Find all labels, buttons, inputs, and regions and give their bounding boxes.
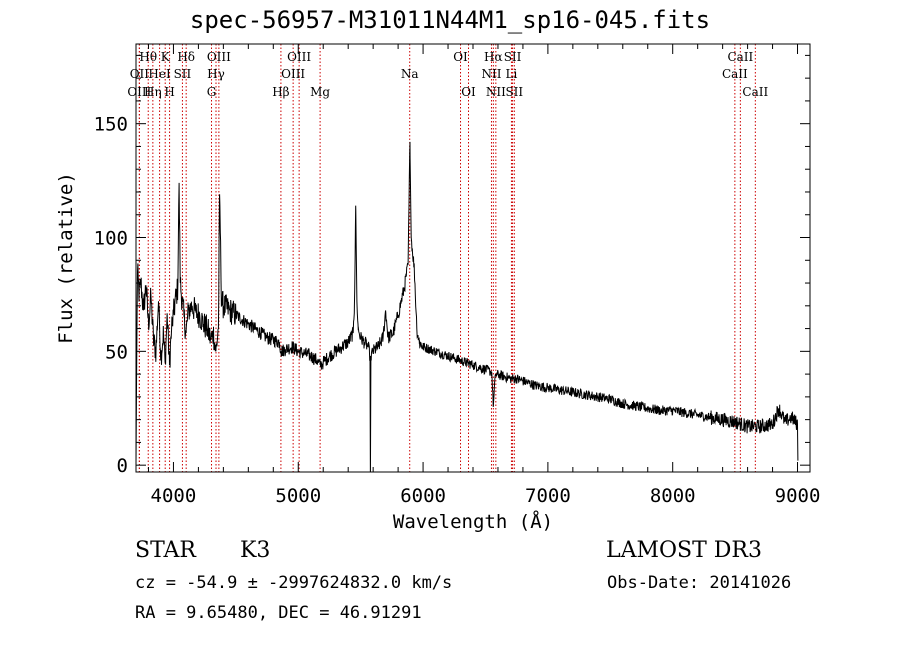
y-tick-label: 100 bbox=[94, 228, 128, 250]
spectral-line-label: G bbox=[207, 85, 217, 99]
spectral-line-label: OIII bbox=[127, 85, 151, 99]
x-tick-label: 4000 bbox=[151, 485, 197, 507]
y-tick-label: 150 bbox=[94, 114, 128, 136]
spectral-line-label: Hθ bbox=[139, 50, 157, 64]
spectral-line-label: OIII bbox=[207, 50, 231, 64]
spectral-line-label: OI bbox=[461, 85, 476, 99]
spectral-line-label: HeI bbox=[148, 67, 171, 81]
spectral-line-label: OI bbox=[453, 50, 468, 64]
spectral-lines-layer bbox=[138, 44, 756, 472]
spectral-line-label: K bbox=[161, 50, 171, 64]
x-tick-label: 5000 bbox=[275, 485, 321, 507]
x-tick-label: 8000 bbox=[650, 485, 696, 507]
spectral-line-label: SII bbox=[505, 85, 523, 99]
y-tick-label: 50 bbox=[105, 341, 128, 363]
flux-series-layer bbox=[136, 141, 799, 472]
object-class: STAR bbox=[135, 538, 196, 563]
spectral-line-label: Mg bbox=[310, 85, 330, 99]
spectral-line-label: CaII bbox=[742, 85, 768, 99]
survey-name: LAMOST DR3 bbox=[606, 538, 762, 563]
spectral-line-label: Hγ bbox=[207, 67, 225, 81]
plot-frame bbox=[135, 43, 811, 473]
spectral-line-label: NII bbox=[486, 85, 506, 99]
axes-layer: 4000 5000 6000 7000 8000 9000 0 50 100 150 Wavelen… bbox=[55, 43, 821, 533]
spectral-line-label: OIII bbox=[287, 50, 311, 64]
x-axis-label: Wavelength (Å) bbox=[393, 510, 553, 533]
spectral-line-label: SII bbox=[174, 67, 192, 81]
y-tick-label: 0 bbox=[117, 455, 128, 477]
spectral-line-label: CaII bbox=[727, 50, 753, 64]
chart-title: spec-56957-M31011N44M1_sp16-045.fits bbox=[189, 6, 711, 34]
spectral-line-label: Hδ bbox=[177, 50, 195, 64]
spectral-line-label: OIII bbox=[281, 67, 305, 81]
spectral-line-label: SII bbox=[504, 50, 522, 64]
spectral-line-label: H bbox=[164, 85, 174, 99]
y-axis-label: Flux (relative) bbox=[55, 172, 77, 344]
observation-date: Obs-Date: 20141026 bbox=[607, 573, 792, 593]
spectral-line-label: Na bbox=[401, 67, 419, 81]
x-tick-label: 6000 bbox=[400, 485, 446, 507]
spectral-line-label: CaII bbox=[722, 67, 748, 81]
spectral-line-label: NII bbox=[481, 67, 501, 81]
x-tick-label: 7000 bbox=[525, 485, 571, 507]
spectral-line-label: Hη bbox=[144, 85, 162, 99]
spectral-line-label: Hα bbox=[484, 50, 503, 64]
spectral-line-label: Hβ bbox=[272, 85, 289, 99]
flux-series-line bbox=[136, 141, 799, 472]
x-tick-label: 9000 bbox=[775, 485, 821, 507]
object-subclass: K3 bbox=[240, 538, 271, 563]
spectral-line-label: Li bbox=[506, 67, 518, 81]
coordinates: RA = 9.65480, DEC = 46.91291 bbox=[135, 603, 422, 623]
spectral-line-label: OII bbox=[130, 67, 150, 81]
redshift-velocity: cz = -54.9 ± -2997624832.0 km/s bbox=[135, 573, 453, 593]
